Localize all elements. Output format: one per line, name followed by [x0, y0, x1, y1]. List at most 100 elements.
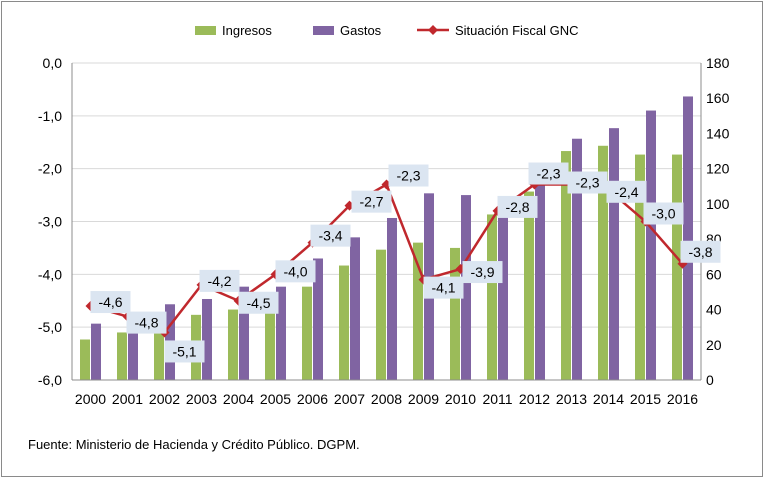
category-label-2010: 2010 [445, 391, 476, 407]
bar-gastos-2001 [128, 313, 138, 380]
right-tick-label: 100 [706, 196, 730, 212]
right-tick-label: 0 [706, 372, 714, 388]
left-tick-label: -2,0 [38, 161, 62, 177]
right-tick-label: 160 [706, 90, 730, 106]
data-label-box-2000 [90, 291, 131, 314]
data-label-box-2001 [126, 311, 167, 334]
data-label-box-2007 [351, 190, 392, 213]
bar-ingresos-2012 [524, 191, 534, 380]
category-label-2007: 2007 [334, 391, 365, 407]
category-label-2013: 2013 [556, 391, 587, 407]
bar-ingresos-2005 [265, 304, 275, 380]
bar-ingresos-2015 [635, 154, 645, 380]
data-label-box-2004 [238, 291, 279, 314]
data-label-2008: -2,3 [396, 168, 420, 184]
bar-gastos-2015 [646, 110, 656, 381]
category-label-2004: 2004 [223, 391, 254, 407]
bar-gastos-2004 [239, 286, 249, 380]
bar-ingresos-2009 [413, 242, 423, 380]
bar-ingresos-2013 [561, 151, 571, 380]
bar-ingresos-2004 [228, 309, 238, 380]
bar-ingresos-2016 [672, 154, 682, 380]
data-label-box-2016 [680, 240, 721, 263]
bar-gastos-2011 [498, 196, 508, 380]
legend-swatch-gastos [313, 26, 334, 35]
bar-ingresos-2001 [117, 332, 127, 380]
bar-gastos-2014 [609, 128, 619, 380]
category-label-2006: 2006 [297, 391, 328, 407]
bar-ingresos-2000 [80, 339, 90, 380]
bar-ingresos-2014 [598, 145, 608, 380]
bar-ingresos-2008 [376, 249, 386, 380]
right-tick-label: 40 [706, 302, 722, 318]
category-label-2000: 2000 [75, 391, 106, 407]
bar-gastos-2007 [350, 237, 360, 380]
bar-gastos-2005 [276, 286, 286, 380]
data-label-2013: -2,3 [575, 175, 599, 191]
data-label-box-2013 [567, 171, 608, 194]
data-label-box-2010 [462, 261, 503, 284]
data-label-box-2012 [528, 162, 569, 185]
left-tick-label: -5,0 [38, 319, 62, 335]
category-label-2014: 2014 [593, 391, 624, 407]
category-label-2009: 2009 [408, 391, 439, 407]
data-label-2010: -3,9 [470, 264, 494, 280]
right-tick-label: 20 [706, 337, 722, 353]
bar-gastos-2006 [313, 258, 323, 380]
left-tick-label: -1,0 [38, 108, 62, 124]
data-label-2002: -5,1 [172, 343, 196, 359]
data-label-2009: -4,1 [431, 280, 455, 296]
data-label-2005: -4,0 [283, 263, 307, 279]
data-label-2007: -2,7 [359, 194, 383, 210]
right-tick-label: 140 [706, 125, 730, 141]
category-label-2011: 2011 [482, 391, 512, 407]
data-label-2006: -3,4 [318, 228, 342, 244]
category-label-2001: 2001 [112, 391, 143, 407]
category-label-2012: 2012 [519, 391, 550, 407]
data-label-2012: -2,3 [536, 166, 560, 182]
bar-ingresos-2002 [154, 323, 164, 380]
bar-gastos-2008 [387, 217, 397, 380]
bar-gastos-2000 [91, 323, 101, 380]
data-labels: -4,6 -4,8 -5,1 -4,2 -4,5 -4,0 -3,4 -2,7 -2,3 -4,1… [90, 162, 721, 363]
bar-gastos-2012 [535, 170, 545, 380]
legend-label-fiscal: Situación Fiscal GNC [455, 23, 579, 38]
category-label-2008: 2008 [371, 391, 402, 407]
left-tick-label: -6,0 [38, 372, 62, 388]
category-label-2016: 2016 [667, 391, 698, 407]
data-label-box-2008 [388, 164, 429, 187]
bar-gastos-2010 [461, 195, 471, 380]
right-tick-label: 120 [706, 161, 730, 177]
source-note: Fuente: Ministerio de Hacienda y Crédito… [28, 437, 360, 452]
data-label-box-2006 [310, 224, 351, 247]
legend-label-gastos: Gastos [340, 23, 382, 38]
data-label-box-2005 [275, 260, 316, 283]
bar-gastos-2003 [202, 298, 212, 380]
data-label-2003: -4,2 [207, 273, 231, 289]
data-label-box-2011 [497, 195, 538, 218]
left-tick-label: -3,0 [38, 214, 62, 230]
data-label-2016: -3,8 [688, 244, 712, 260]
legend: Ingresos Gastos Situación Fiscal GNC [195, 23, 579, 38]
data-label-2001: -4,8 [134, 315, 158, 331]
bar-ingresos-2007 [339, 265, 349, 380]
left-tick-label: -4,0 [38, 266, 62, 282]
right-tick-label: 180 [706, 55, 730, 71]
bar-ingresos-2006 [302, 286, 312, 380]
bar-ingresos-2011 [487, 214, 497, 380]
category-label-2015: 2015 [630, 391, 661, 407]
legend-label-ingresos: Ingresos [222, 23, 272, 38]
data-label-2015: -3,0 [651, 206, 675, 222]
bar-gastos-2013 [572, 138, 582, 380]
left-tick-label: 0,0 [43, 55, 63, 71]
category-label-2005: 2005 [260, 391, 291, 407]
data-label-2004: -4,5 [246, 295, 270, 311]
legend-marker-fiscal [428, 25, 438, 35]
data-label-box-2015 [643, 202, 684, 225]
data-label-box-2002 [164, 340, 205, 363]
bar-gastos-2016 [683, 96, 693, 380]
bar-ingresos-2010 [450, 247, 460, 380]
data-label-2014: -2,4 [614, 184, 638, 200]
data-label-2000: -4,6 [98, 294, 122, 310]
data-label-box-2003 [199, 269, 240, 292]
